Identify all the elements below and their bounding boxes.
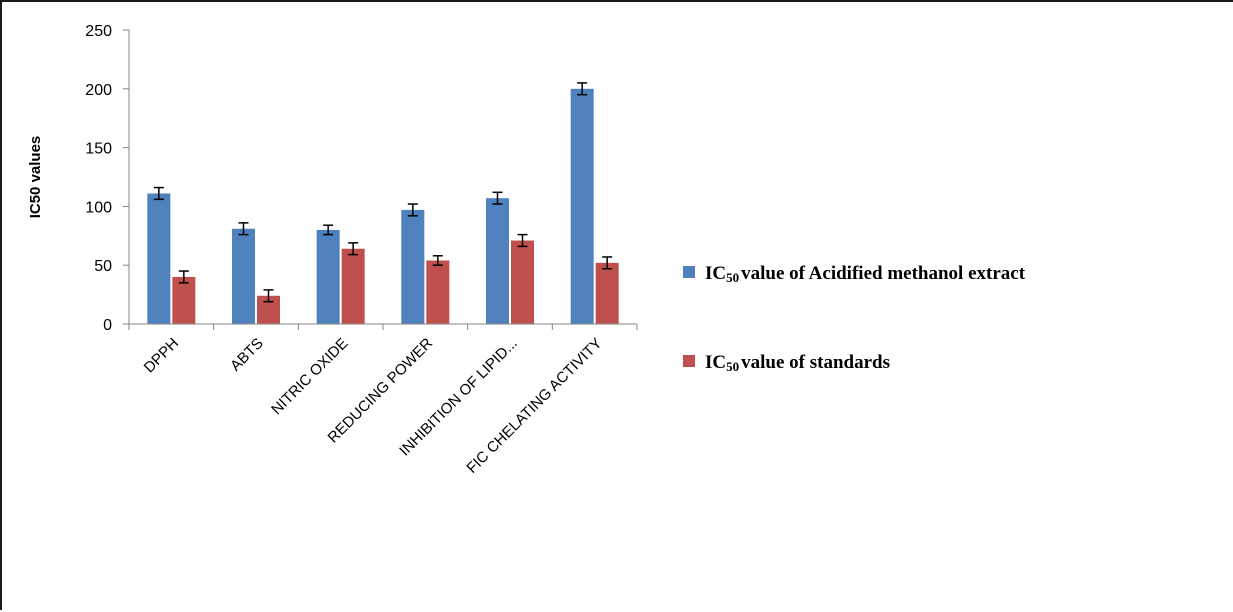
y-axis: 0 50 100 150 200 250 [85, 23, 130, 334]
bar-series2 [426, 260, 450, 324]
x-category-label: ABTS [227, 335, 267, 375]
bar-series1 [147, 193, 171, 324]
bar-series1 [486, 198, 509, 324]
legend-label-series1: IC50 value of Acidified methanol extract [705, 263, 1026, 285]
bar-series2 [511, 240, 534, 324]
bars [147, 82, 619, 324]
y-axis-label: IC50 values [27, 136, 44, 219]
y-tick-label: 100 [85, 199, 112, 216]
bar-series2 [341, 248, 365, 324]
bar-series1 [316, 229, 340, 324]
x-category-label: NITRIC OXIDE [268, 335, 351, 418]
y-tick-label: 150 [85, 141, 112, 158]
x-category-label: FIC CHELATING ACTIVITY [463, 335, 605, 477]
y-tick-label: 200 [85, 82, 112, 99]
bar-series2 [595, 262, 619, 324]
legend-swatch-series1 [683, 266, 695, 278]
bar-series1 [232, 228, 255, 324]
legend-label-series2: IC50 value of standards [705, 352, 890, 374]
x-category-label: DPPH [141, 335, 182, 376]
y-tick-label: 0 [103, 317, 112, 334]
bar-series2 [257, 295, 280, 324]
bar-series1 [401, 209, 425, 324]
legend-swatch-series2 [683, 355, 695, 367]
y-tick-label: 50 [94, 258, 112, 275]
y-tick-label: 250 [85, 23, 112, 40]
bar-series1 [570, 88, 594, 324]
legend: IC50 value of Acidified methanol extract I… [683, 263, 1026, 374]
bar-series2 [172, 276, 196, 324]
